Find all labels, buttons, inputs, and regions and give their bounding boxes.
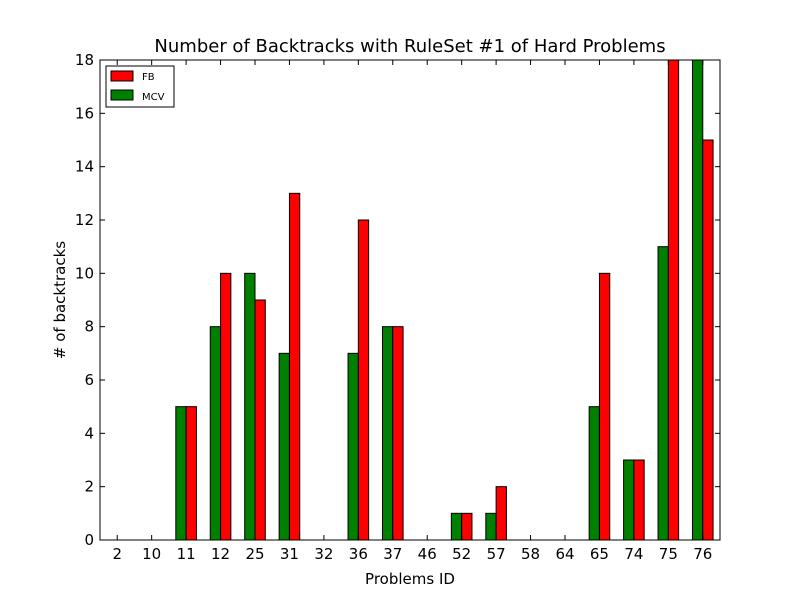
x-tick-label-52: 52 bbox=[452, 545, 471, 563]
x-tick-label-37: 37 bbox=[383, 545, 402, 563]
bar-fb-76 bbox=[702, 139, 714, 541]
x-tick-label-58: 58 bbox=[521, 545, 540, 563]
bar-fb-37 bbox=[392, 326, 404, 541]
x-tick-label-65: 65 bbox=[590, 545, 609, 563]
x-tick-label-2: 2 bbox=[112, 545, 122, 563]
y-tick-label-14: 14 bbox=[75, 158, 94, 176]
x-tick-label-32: 32 bbox=[314, 545, 333, 563]
bar-fb-74 bbox=[633, 459, 645, 541]
bar-fb-11 bbox=[185, 406, 197, 541]
x-tick-label-36: 36 bbox=[349, 545, 368, 563]
y-tick-label-16: 16 bbox=[75, 104, 94, 122]
x-tick-label-46: 46 bbox=[418, 545, 437, 563]
y-tick-label-0: 0 bbox=[84, 531, 94, 549]
chart-title: Number of Backtracks with RuleSet #1 of … bbox=[154, 36, 665, 57]
bar-mcv-11 bbox=[175, 406, 187, 541]
y-tick-label-8: 8 bbox=[84, 318, 94, 336]
x-tick-label-31: 31 bbox=[280, 545, 299, 563]
x-tick-label-76: 76 bbox=[693, 545, 712, 563]
bar-mcv-74 bbox=[623, 459, 635, 541]
bar-fb-25 bbox=[254, 299, 266, 541]
bar-fb-12 bbox=[220, 272, 232, 541]
legend-swatch-fb bbox=[110, 70, 134, 82]
bar-fb-75 bbox=[667, 59, 680, 541]
y-tick-label-4: 4 bbox=[84, 424, 94, 442]
bar-fb-57 bbox=[495, 486, 507, 541]
legend-label-mcv: MCV bbox=[142, 92, 165, 103]
x-tick-label-12: 12 bbox=[211, 545, 230, 563]
y-tick-label-10: 10 bbox=[75, 264, 94, 282]
bars-layer bbox=[175, 59, 714, 541]
bar-fb-31 bbox=[288, 192, 301, 541]
bar-mcv-25 bbox=[244, 272, 256, 541]
bar-mcv-31 bbox=[278, 352, 290, 541]
legend-label-fb: FB bbox=[142, 72, 155, 83]
x-tick-label-64: 64 bbox=[555, 545, 574, 563]
y-axis-label: # of backtracks bbox=[51, 241, 69, 359]
bar-mcv-37 bbox=[381, 326, 394, 541]
y-tick-label-18: 18 bbox=[75, 51, 94, 69]
x-tick-label-10: 10 bbox=[142, 545, 161, 563]
y-tick-label-2: 2 bbox=[84, 478, 94, 496]
bar-mcv-36 bbox=[347, 352, 359, 541]
bar-mcv-12 bbox=[209, 326, 222, 541]
y-tick-label-12: 12 bbox=[75, 211, 94, 229]
bar-mcv-75 bbox=[657, 246, 669, 541]
x-tick-label-57: 57 bbox=[487, 545, 506, 563]
ticks-layer: 2 10 11 12 25 31 32 36 37 46 52 57 58 64 65 74 75 7602468… bbox=[75, 51, 720, 563]
x-tick-label-74: 74 bbox=[624, 545, 643, 563]
plot-frame bbox=[99, 59, 721, 541]
bar-fb-52 bbox=[461, 512, 473, 541]
bar-mcv-76 bbox=[691, 59, 704, 541]
bar-fb-36 bbox=[357, 219, 370, 541]
x-tick-label-11: 11 bbox=[177, 545, 196, 563]
bar-mcv-52 bbox=[450, 512, 463, 541]
bar-mcv-57 bbox=[485, 512, 497, 541]
x-tick-label-25: 25 bbox=[245, 545, 264, 563]
legend-swatch-mcv bbox=[110, 89, 134, 101]
legend: FB MCV bbox=[105, 65, 175, 108]
x-axis-label: Problems ID bbox=[365, 570, 455, 588]
bar-fb-65 bbox=[598, 272, 611, 541]
x-tick-label-75: 75 bbox=[659, 545, 678, 563]
y-tick-label-6: 6 bbox=[84, 371, 94, 389]
bar-mcv-65 bbox=[588, 406, 600, 541]
